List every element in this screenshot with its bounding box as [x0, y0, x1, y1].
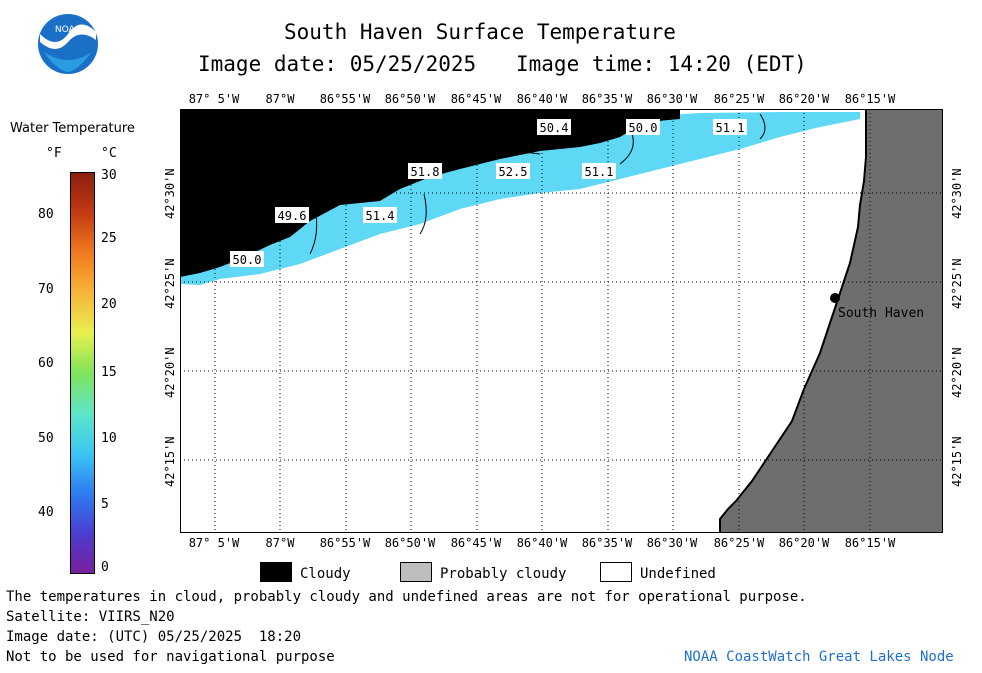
credit-text: NOAA CoastWatch Great Lakes Node: [684, 649, 954, 665]
page-title: South Haven Surface Temperature: [284, 20, 676, 44]
colorbar-c-tick: 0: [101, 560, 109, 575]
lon-label: 86°40'W: [516, 536, 568, 550]
lon-label: 86°25'W: [713, 536, 765, 550]
lat-label: 42°15'N: [163, 436, 177, 487]
lon-label: 86°40'W: [516, 92, 568, 106]
legend-swatch-undefined: [600, 562, 632, 582]
lon-label: 86°30'W: [646, 536, 698, 550]
colorbar-c-tick: 20: [101, 297, 117, 312]
lon-label: 86°45'W: [450, 536, 502, 550]
logo-text: NOAA: [55, 25, 82, 35]
lon-label: 86°20'W: [778, 92, 830, 106]
lon-label: 86°50'W: [384, 536, 436, 550]
noaa-logo: NOAA: [36, 12, 100, 76]
colorbar-c-tick: 30: [101, 168, 117, 183]
lat-label: 42°25'N: [163, 258, 177, 309]
colorbar-f-tick: 70: [38, 282, 54, 297]
lon-label: 86°50'W: [384, 92, 436, 106]
lon-label: 86°15'W: [844, 92, 896, 106]
temp-label: 49.6: [278, 209, 307, 223]
image-date: Image date: 05/25/2025: [198, 52, 477, 76]
temperature-map: 50.4 50.0 51.1 51.8 52.5 51.1 49.6 51.4 …: [180, 109, 943, 533]
lon-label: 86°30'W: [646, 92, 698, 106]
lon-label: 86°20'W: [778, 536, 830, 550]
colorbar-c-tick: 15: [101, 365, 117, 380]
temp-label: 50.4: [540, 121, 569, 135]
south-haven-label: South Haven: [838, 306, 924, 321]
lon-label: 86°45'W: [450, 92, 502, 106]
legend-swatch-probably-cloudy: [400, 562, 432, 582]
colorbar-f-tick: 60: [38, 356, 54, 371]
lon-label: 86°15'W: [844, 536, 896, 550]
lon-label: 86°55'W: [319, 92, 371, 106]
temp-label: 50.0: [233, 253, 262, 267]
lon-label: 86°35'W: [581, 92, 633, 106]
temp-label: 51.8: [411, 165, 440, 179]
colorbar-title: Water Temperature: [10, 121, 135, 136]
south-haven-marker: [830, 293, 840, 303]
colorbar-c-tick: 5: [101, 497, 109, 512]
temp-label: 52.5: [499, 165, 528, 179]
colorbar-gradient: [70, 172, 95, 574]
lon-label: 86°35'W: [581, 536, 633, 550]
lon-label: 87°W: [265, 92, 295, 106]
lat-label: 42°20'N: [950, 347, 964, 398]
contour-line: [419, 193, 427, 235]
satellite-info: Satellite: VIIRS_N20: [6, 609, 175, 625]
legend-label-cloudy: Cloudy: [300, 566, 351, 582]
cloud-patch: [540, 109, 680, 131]
disclaimer: The temperatures in cloud, probably clou…: [6, 589, 807, 605]
colorbar-f-tick: 40: [38, 505, 54, 520]
map-border: [180, 109, 943, 533]
legend-label-probably-cloudy: Probably cloudy: [440, 566, 567, 582]
cloud-area: [180, 109, 680, 277]
water-area: [180, 112, 860, 285]
lon-label: 87° 5'W: [188, 92, 240, 106]
lat-label: 42°20'N: [163, 347, 177, 398]
colorbar-c-tick: 25: [101, 231, 117, 246]
colorbar-unit-c: °C: [101, 146, 117, 161]
temp-label: 51.1: [716, 121, 745, 135]
temp-label: 51.4: [366, 209, 395, 223]
lon-label: 87°W: [265, 536, 295, 550]
lat-label: 42°30'N: [950, 168, 964, 219]
lat-label: 42°15'N: [950, 436, 964, 487]
legend-label-undefined: Undefined: [640, 566, 716, 582]
contour-line: [759, 113, 766, 140]
contour-line: [309, 208, 318, 255]
colorbar-f-tick: 50: [38, 431, 54, 446]
lon-label: 86°25'W: [713, 92, 765, 106]
colorbar-unit-f: °F: [46, 146, 62, 161]
temp-label: 50.0: [629, 121, 658, 135]
image-time: Image time: 14:20 (EDT): [516, 52, 807, 76]
colorbar-c-tick: 10: [101, 431, 117, 446]
legend-swatch-cloudy: [260, 562, 292, 582]
lon-label: 87° 5'W: [188, 536, 240, 550]
temp-label: 51.1: [585, 165, 614, 179]
contour-line: [439, 148, 541, 163]
nav-warning: Not to be used for navigational purpose: [6, 649, 335, 665]
utc-date: Image date: (UTC) 05/25/2025 18:20: [6, 629, 302, 645]
colorbar-f-tick: 80: [38, 207, 54, 222]
lon-label: 86°55'W: [319, 536, 371, 550]
lat-label: 42°25'N: [950, 258, 964, 309]
lat-label: 42°30'N: [163, 168, 177, 219]
graticule: [180, 109, 943, 533]
